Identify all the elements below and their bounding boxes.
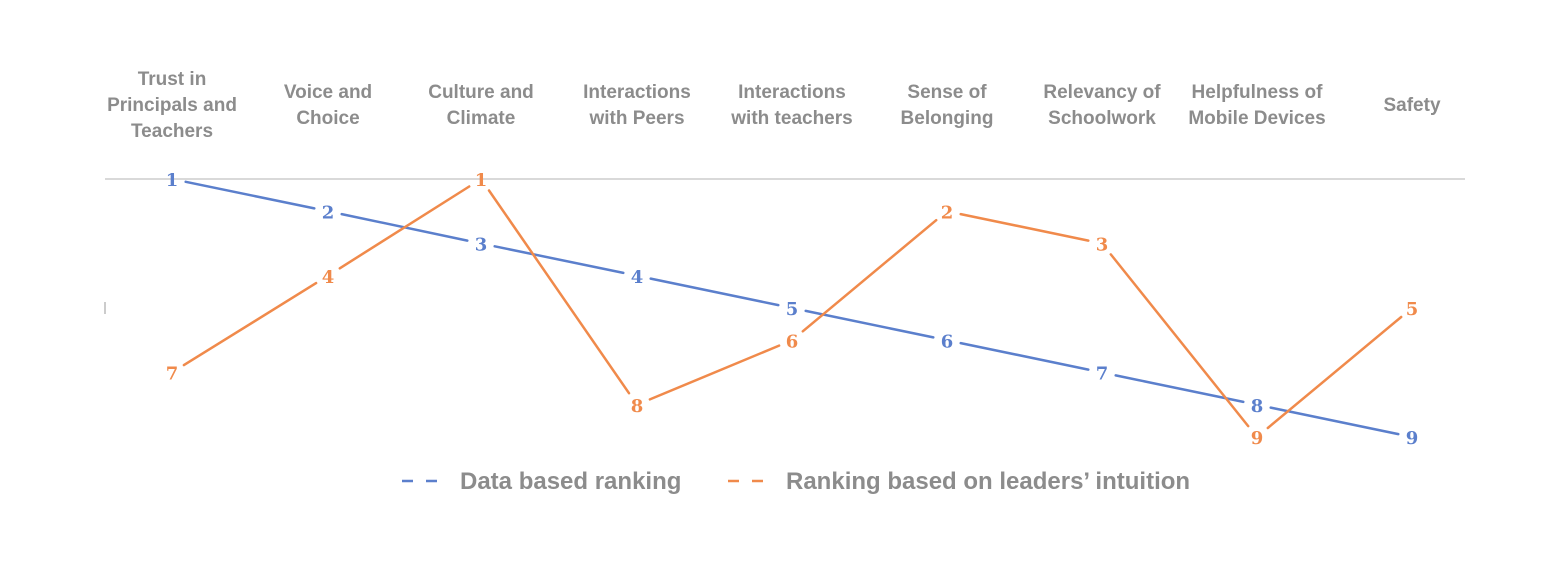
category-label-line: Teachers xyxy=(131,121,213,142)
category-label: Relevancy of Schoolwork xyxy=(1043,82,1161,129)
series-1-segment xyxy=(649,277,780,307)
series-1-segment xyxy=(1114,374,1245,404)
series-2-point-label: 2 xyxy=(941,202,954,223)
category-label: Safety xyxy=(1383,95,1440,116)
point-labels: 1 2 3 4 5 6 7 8 9 7 4 1 8 6 2 3 9 5 xyxy=(166,170,1419,449)
series-2-point-label: 9 xyxy=(1251,428,1264,449)
category-label-line: Interactions xyxy=(583,82,691,103)
series-2-segment xyxy=(338,185,471,270)
category-label-line: Schoolwork xyxy=(1048,108,1156,129)
category-label-line: Mobile Devices xyxy=(1188,108,1325,129)
category-label: Interactions with Peers xyxy=(583,82,691,129)
category-label-line: Relevancy of xyxy=(1043,82,1161,103)
category-label: Voice and Choice xyxy=(284,82,372,129)
series-2-segment xyxy=(487,189,631,395)
category-label: Culture and Climate xyxy=(428,82,534,129)
category-label-line: with Peers xyxy=(588,108,684,129)
category-label: Helpfulness of Mobile Devices xyxy=(1188,82,1325,129)
legend-label-2: Ranking based on leaders’ intuition xyxy=(786,468,1190,495)
series-1-point-label: 5 xyxy=(786,299,799,320)
category-label-line: Sense of xyxy=(907,82,987,103)
series-1-segment xyxy=(493,245,625,275)
series-2-point-label: 6 xyxy=(786,331,799,352)
category-label-line: Interactions xyxy=(738,82,846,103)
category-label-line: Culture and xyxy=(428,82,534,103)
category-label-line: Trust in xyxy=(138,69,207,90)
series-1-segment xyxy=(959,341,1090,371)
series-1-segment xyxy=(184,180,316,210)
series-1-point-label: 2 xyxy=(322,202,335,223)
legend: Data based ranking Ranking based on leade… xyxy=(402,468,1190,495)
series-2-point-label: 7 xyxy=(166,364,179,385)
series-1-point-label: 6 xyxy=(941,331,954,352)
series-2-segment xyxy=(1109,253,1250,428)
series-2-point-label: 4 xyxy=(322,267,335,288)
category-label-line: Helpfulness of xyxy=(1192,82,1324,103)
series-1-segment xyxy=(804,309,935,339)
series-2-segment xyxy=(801,218,938,333)
series-2-point-label: 3 xyxy=(1096,235,1109,256)
category-label: Trust in Principals and Teachers xyxy=(107,69,237,142)
series-2-segment xyxy=(182,281,318,367)
series-2-point-label: 5 xyxy=(1406,299,1419,320)
series-1-point-label: 7 xyxy=(1096,364,1109,385)
category-label-line: Belonging xyxy=(901,108,994,129)
category-label-line: with teachers xyxy=(730,108,852,129)
category-labels: Trust in Principals and Teachers Voice and C… xyxy=(107,69,1441,142)
series-1-point-label: 3 xyxy=(475,235,488,256)
category-label: Sense of Belonging xyxy=(901,82,994,129)
series-1-point-label: 1 xyxy=(166,170,179,191)
series-2-point-label: 1 xyxy=(475,170,488,191)
series-1-point-label: 8 xyxy=(1251,396,1264,417)
legend-label-1: Data based ranking xyxy=(460,468,681,495)
series-1-segment xyxy=(1269,406,1400,436)
series-2-point-label: 8 xyxy=(631,396,644,417)
series-2-segment xyxy=(648,344,781,401)
series-2-segment xyxy=(1266,315,1403,430)
series-1-point-label: 4 xyxy=(631,267,644,288)
category-label-line: Principals and xyxy=(107,95,237,116)
series-lines xyxy=(182,180,1403,436)
category-label: Interactions with teachers xyxy=(730,82,852,129)
series-1-point-label: 9 xyxy=(1406,428,1419,449)
series-2-segment xyxy=(959,212,1090,242)
category-label-line: Climate xyxy=(447,108,516,129)
category-label-line: Choice xyxy=(296,108,359,129)
category-label-line: Voice and xyxy=(284,82,372,103)
category-label-line: Safety xyxy=(1383,95,1440,116)
